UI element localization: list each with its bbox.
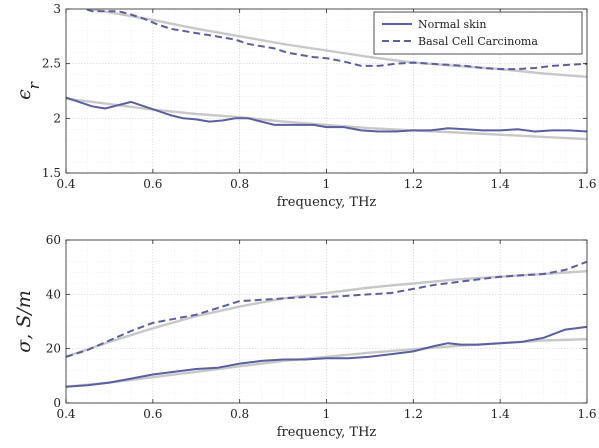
sigma-ytick-label: 0 (53, 396, 61, 410)
sigma-ytick-label: 60 (46, 233, 61, 247)
permittivity-panel: 0.4 0.6 0.8 1 1.2 1.4 1.6 1.5 2 2.5 3 frequency, TH… (13, 2, 597, 210)
eps-series-basal-cell-carcinoma (82, 9, 587, 71)
eps-xtick-label: 1.2 (404, 177, 423, 191)
sigma-xtick-label: 1 (323, 407, 331, 421)
eps-xtick-label: 1 (323, 177, 331, 191)
eps-ytick-label: 2.5 (42, 57, 61, 71)
sigma-xtick-label: 0.6 (143, 407, 162, 421)
legend-label-basal-cell-carcinoma: Basal Cell Carcinoma (418, 35, 538, 48)
sigma-xtick-label: 1.4 (491, 407, 510, 421)
sigma-xtick-label: 0.4 (56, 407, 75, 421)
conductivity-panel: 0.4 0.6 0.8 1 1.2 1.4 1.6 0 20 40 60 frequency, THz… (13, 233, 597, 440)
sigma-series-normal-skin (66, 325, 587, 388)
sigma-ytick-label: 40 (46, 287, 61, 301)
sigma-xtick-label: 1.6 (577, 407, 596, 421)
sigma-xtick-label: 1.2 (404, 407, 423, 421)
eps-xtick-label: 0.4 (56, 177, 75, 191)
eps-xtick-label: 0.8 (230, 177, 249, 191)
legend (373, 11, 583, 55)
eps-xtick-label: 0.6 (143, 177, 162, 191)
eps-ytick-label: 2 (53, 111, 61, 125)
legend-label-normal-skin: Normal skin (418, 18, 486, 31)
eps-xlabel: frequency, THz (277, 195, 377, 210)
sigma-xlabel: frequency, THz (277, 425, 377, 440)
sigma-ylabel: σ, S/m (13, 290, 35, 352)
eps-ytick-label: 1.5 (42, 166, 61, 180)
eps-series-normal-skin (66, 96, 587, 133)
eps-xtick-label: 1.4 (491, 177, 510, 191)
sigma-series-basal-cell-carcinoma (66, 260, 587, 358)
eps-xtick-label: 1.6 (577, 177, 596, 191)
eps-ytick-label: 3 (53, 2, 61, 16)
sigma-xtick-label: 0.8 (230, 407, 249, 421)
eps-ylabel: ϵr (13, 81, 43, 100)
sigma-ytick-label: 20 (46, 342, 61, 356)
